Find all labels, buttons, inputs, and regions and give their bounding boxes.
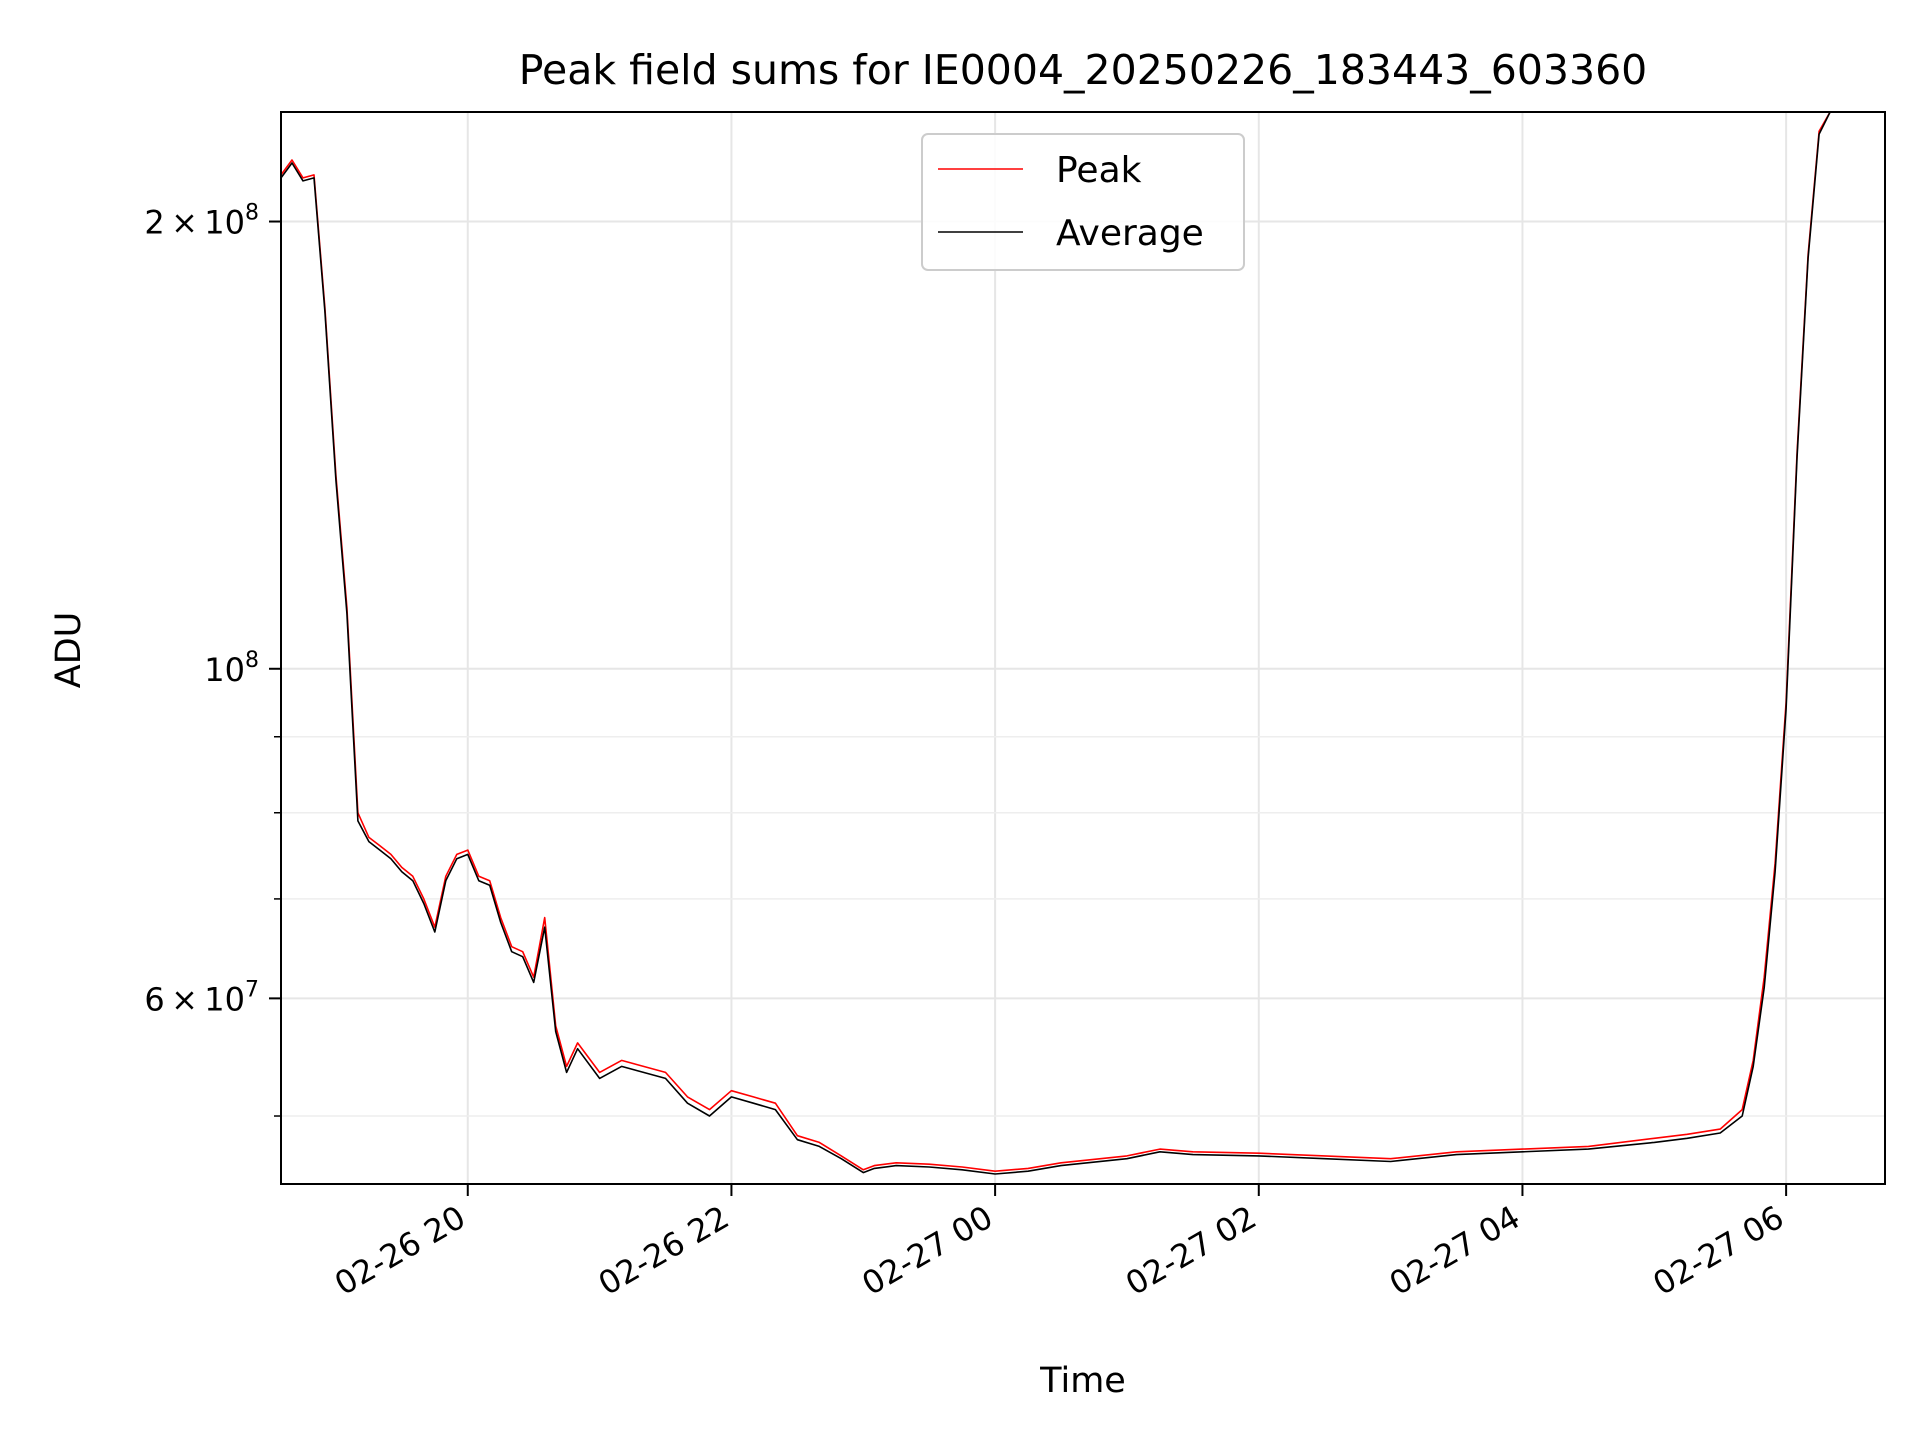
- y-tick-base: 10: [204, 651, 245, 689]
- series-layer: [280, 111, 1852, 1175]
- y-tick-mantissa: 6 × 10: [144, 980, 245, 1018]
- y-tick-label: 6 × 107: [144, 977, 259, 1018]
- series-line-peak: [280, 111, 1852, 1172]
- y-tick-exponent: 7: [245, 977, 259, 1002]
- chart-title: Peak field sums for IE0004_20250226_1834…: [519, 46, 1648, 94]
- y-tick-exponent: 8: [245, 201, 259, 226]
- legend-box: [921, 133, 1245, 271]
- x-axis-label: Time: [1039, 1361, 1126, 1401]
- legend-label-peak: Peak: [1056, 150, 1142, 191]
- y-tick-label: 2 × 108: [144, 201, 259, 242]
- grid-lines: [281, 112, 1885, 1184]
- y-tick-mantissa: 2 × 10: [144, 204, 245, 242]
- y-tick-exponent: 8: [245, 648, 259, 673]
- y-tick-label: 108: [204, 648, 259, 689]
- y-axis-label: ADU: [49, 612, 89, 689]
- legend: Peak Average: [921, 133, 1245, 271]
- series-line-average: [280, 111, 1852, 1175]
- legend-label-average: Average: [1056, 213, 1204, 254]
- plot-frame: [280, 111, 1886, 1185]
